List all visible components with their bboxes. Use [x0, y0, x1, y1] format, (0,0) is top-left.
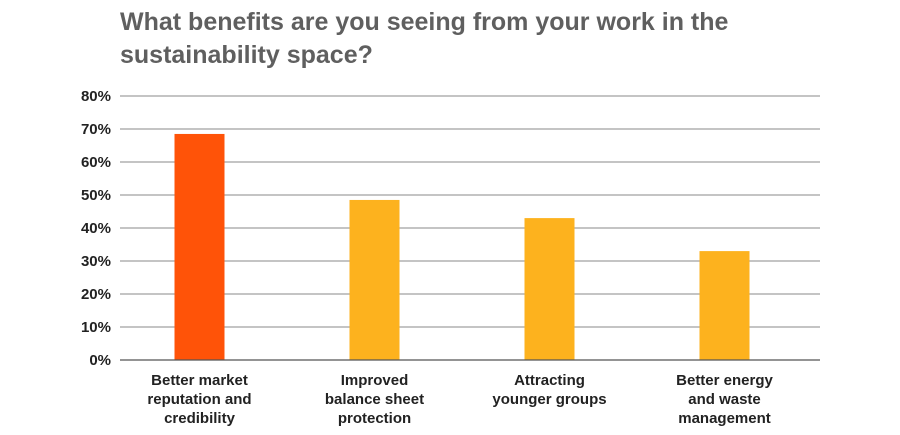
y-tick-label: 60% [81, 154, 111, 171]
y-axis-ticks: 0% 10% 20% 30% 40% 50% 60% 70% 80% [81, 88, 111, 369]
x-category-label: Better energy and waste management [676, 372, 773, 427]
x-category-label-line: management [678, 410, 771, 427]
y-tick-label: 0% [89, 352, 111, 369]
x-category-label-line: Better market [151, 372, 248, 389]
x-category-label-line: Attracting [514, 372, 585, 389]
gridlines [120, 95, 820, 328]
x-category-label-line: protection [338, 410, 411, 427]
x-axis-categories: Better market reputation and credibility Im… [147, 372, 773, 427]
y-tick-label: 20% [81, 286, 111, 303]
x-category-label: Better market reputation and credibility [147, 372, 251, 427]
bars [174, 133, 750, 360]
x-category-label: Attracting younger groups [492, 372, 606, 408]
x-category-label-line: younger groups [492, 391, 606, 408]
x-category-label-line: Improved [341, 372, 409, 389]
bar [349, 199, 400, 360]
bar [174, 133, 225, 360]
x-category-label-line: balance sheet [325, 391, 424, 408]
y-tick-label: 40% [81, 220, 111, 237]
y-tick-label: 80% [81, 88, 111, 105]
x-category-label-line: Better energy [676, 372, 773, 389]
chart-title: What benefits are you seeing from your w… [120, 8, 729, 69]
x-category-label-line: credibility [164, 410, 236, 427]
y-tick-label: 50% [81, 187, 111, 204]
y-tick-label: 30% [81, 253, 111, 270]
y-tick-label: 70% [81, 121, 111, 138]
bar [699, 251, 750, 360]
x-category-label-line: and waste [688, 391, 761, 408]
y-tick-label: 10% [81, 319, 111, 336]
x-category-label: Improved balance sheet protection [325, 372, 424, 427]
bar [524, 218, 575, 360]
x-category-label-line: reputation and [147, 391, 251, 408]
